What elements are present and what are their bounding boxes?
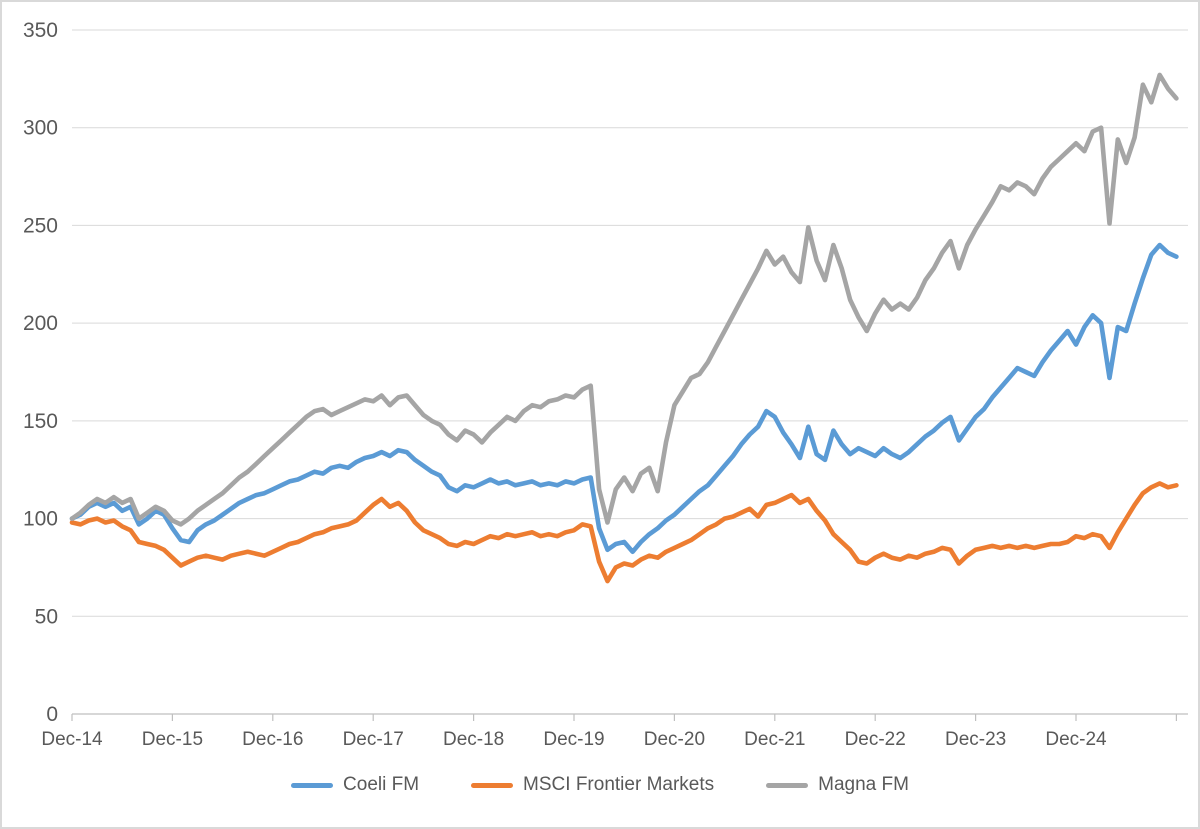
y-axis-label-350: 350 <box>23 19 58 42</box>
legend-item-coeli-fm: Coeli FM <box>291 774 419 796</box>
x-axis-label-dec-22: Dec-22 <box>845 729 906 750</box>
y-axis-label-100: 100 <box>23 508 58 531</box>
y-axis-label-250: 250 <box>23 214 58 237</box>
y-axis-label-300: 300 <box>23 117 58 140</box>
x-axis-label-dec-23: Dec-23 <box>945 729 1006 750</box>
legend-label-msci-frontier-markets: MSCI Frontier Markets <box>523 774 715 795</box>
x-axis-label-dec-20: Dec-20 <box>644 729 705 750</box>
series-line-magna-fm <box>69 72 1179 527</box>
legend-item-magna-fm: Magna FM <box>766 774 909 796</box>
y-axis-label-50: 50 <box>35 605 58 628</box>
legend-swatch-coeli-fm <box>291 782 334 788</box>
chart-legend: Coeli FM MSCI Frontier Markets Magna FM <box>2 774 1198 796</box>
series-line-coeli-fm <box>69 242 1179 555</box>
series-line-msci-frontier-markets <box>69 481 1179 584</box>
x-axis-label-dec-15: Dec-15 <box>142 729 203 750</box>
y-axis-label-200: 200 <box>23 312 58 335</box>
x-axis-label-dec-24: Dec-24 <box>1045 729 1107 750</box>
x-axis-label-dec-19: Dec-19 <box>543 729 604 750</box>
legend-label-coeli-fm: Coeli FM <box>343 774 420 795</box>
x-axis-label-dec-21: Dec-21 <box>744 729 805 750</box>
legend-swatch-msci-frontier-markets <box>471 782 514 788</box>
y-axis-label-0: 0 <box>46 703 58 726</box>
legend-swatch-magna-fm <box>766 782 809 788</box>
x-axis-label-dec-17: Dec-17 <box>343 729 404 750</box>
y-axis-label-150: 150 <box>23 410 58 433</box>
chart-svg: 0 50 100 150 200 250 300 350 Dec-14 Dec-15 Dec-16 D… <box>23 19 1188 750</box>
legend-label-magna-fm: Magna FM <box>818 774 909 795</box>
x-axis-label-dec-14: Dec-14 <box>41 729 103 750</box>
x-axis-label-dec-18: Dec-18 <box>443 729 504 750</box>
legend-item-msci-frontier-markets: MSCI Frontier Markets <box>471 774 714 796</box>
x-axis-label-dec-16: Dec-16 <box>242 729 303 750</box>
